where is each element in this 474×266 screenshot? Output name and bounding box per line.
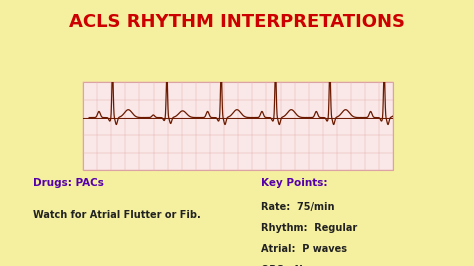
Text: ACLS RHYTHM INTERPRETATIONS: ACLS RHYTHM INTERPRETATIONS [69, 13, 405, 31]
Text: Key Points:: Key Points: [261, 178, 327, 188]
Bar [83, 82, 393, 170]
Text: Rate:  75/min: Rate: 75/min [261, 202, 334, 212]
Text: Watch for Atrial Flutter or Fib.: Watch for Atrial Flutter or Fib. [33, 210, 201, 220]
Text: QRS:  Narrow: QRS: Narrow [261, 264, 334, 266]
Text: Drugs: PACs: Drugs: PACs [33, 178, 104, 188]
Text: Rhythm:  Regular: Rhythm: Regular [261, 223, 357, 233]
Text: Atrial:  P waves: Atrial: P waves [261, 244, 346, 254]
